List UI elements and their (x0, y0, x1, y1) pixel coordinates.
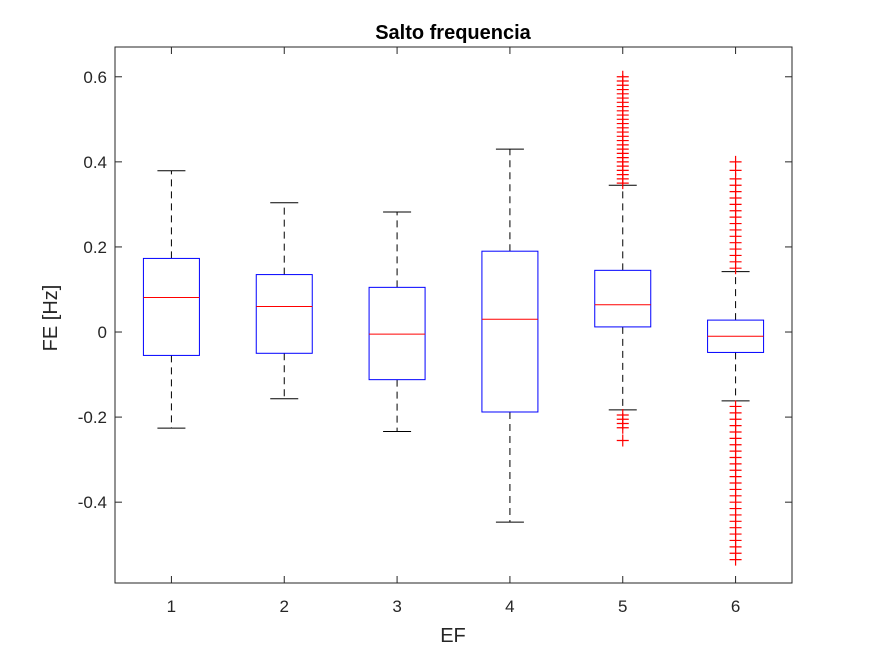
box (368, 286, 426, 381)
y-tick-label: 0 (98, 323, 107, 342)
axes-frame (114, 46, 793, 584)
box-group-2 (255, 202, 313, 400)
x-tick-label: 4 (505, 597, 514, 616)
x-tick-label: 5 (618, 597, 627, 616)
x-tick-label: 1 (167, 597, 176, 616)
outlier-point (616, 434, 629, 447)
outlier-point (616, 70, 629, 83)
chart-title: Salto frequencia (375, 22, 531, 44)
box (481, 250, 539, 413)
outlier-point (729, 400, 742, 413)
x-tick-label: 2 (280, 597, 289, 616)
box-group-6 (707, 155, 765, 566)
y-tick-label: 0.6 (83, 68, 107, 87)
x-tick-label: 3 (392, 597, 401, 616)
box-group-5 (594, 70, 652, 447)
box (594, 269, 652, 328)
outlier-point (729, 155, 742, 168)
box (255, 274, 313, 354)
y-tick-label: 0.2 (83, 238, 107, 257)
y-tick-label: -0.4 (78, 493, 107, 512)
outlier-point (616, 408, 629, 421)
box-group-4 (481, 148, 539, 523)
x-tick-label: 6 (731, 597, 740, 616)
y-tick-label: 0.4 (83, 153, 107, 172)
x-axis-label: EF (440, 625, 466, 647)
y-axis-label: FE [Hz] (40, 285, 62, 352)
box (142, 257, 200, 356)
axes: -0.4 -0.2 0 0.2 0.4 0.6 1 2 3 4 5 6 (78, 46, 793, 616)
box-group-1 (142, 170, 200, 429)
y-tick-label: -0.2 (78, 408, 107, 427)
plot-area (142, 70, 765, 566)
box-group-3 (368, 211, 426, 433)
